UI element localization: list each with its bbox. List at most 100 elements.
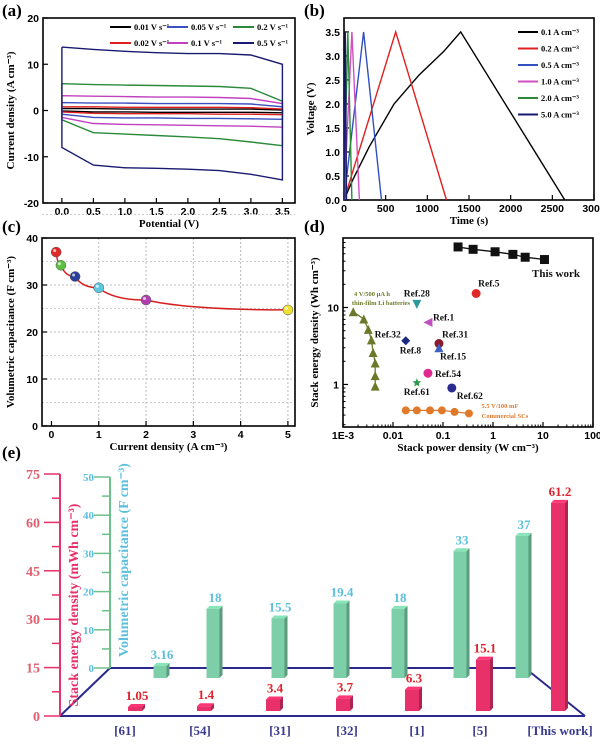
- this-work-point: [520, 252, 530, 262]
- legend-label: 0.01 V s⁻¹: [134, 22, 170, 32]
- capacitance-bar-label: 18: [394, 590, 408, 605]
- ref-label: Ref.32: [375, 331, 401, 341]
- capacitance-tick-label: 50: [83, 472, 95, 484]
- energy-bar-side: [350, 695, 353, 711]
- capacitance-bar-side: [219, 605, 223, 678]
- plot-frame: [342, 237, 594, 428]
- li-battery-point: [366, 335, 376, 345]
- energy-bar-top: [128, 704, 145, 707]
- y-tick-label: 1.0: [325, 147, 340, 159]
- ref-point: [447, 383, 457, 393]
- commercial-sc-label-1: 5.5 V/100 mF: [482, 403, 519, 410]
- category-label: [5]: [472, 723, 487, 738]
- x-tick-label: 3.5: [275, 206, 290, 218]
- capacitance-bar-label: 19.4: [331, 585, 354, 600]
- x-tick-label: 2000: [499, 203, 523, 215]
- energy-bar-side: [419, 686, 422, 711]
- legend-label: 0.05 V s⁻¹: [191, 22, 227, 32]
- y-axis-title: Current density (A cm⁻³): [5, 51, 17, 169]
- y-tick-label: 10: [27, 59, 39, 71]
- data-point: [69, 271, 81, 282]
- ref-point: [434, 343, 444, 353]
- li-battery-point: [370, 371, 380, 381]
- ref-label: Ref.62: [457, 392, 483, 402]
- y-tick-label: 10: [26, 374, 38, 386]
- capacitance-bar-top: [153, 662, 170, 666]
- capacitance-bar-label: 15.5: [269, 599, 292, 614]
- commercial-sc-point: [412, 406, 421, 415]
- energy-bar: [336, 698, 350, 711]
- li-battery-point: [368, 348, 378, 358]
- category-label: [61]: [114, 723, 136, 738]
- ref-label: Ref.61: [404, 388, 430, 398]
- x-tick-label: 10: [537, 430, 549, 442]
- energy-bar-label: 1.05: [126, 688, 149, 703]
- energy-tick-label: 60: [26, 516, 40, 531]
- energy-tick-label: 30: [26, 613, 40, 628]
- li-battery-point: [370, 358, 380, 368]
- energy-tick-label: 45: [26, 565, 40, 580]
- y-tick-label: -10: [24, 152, 39, 164]
- x-tick-label: 0.5: [86, 206, 101, 218]
- li-battery-point: [370, 381, 380, 391]
- legend-label: 0.1 V s⁻¹: [191, 38, 223, 48]
- y-axis-title: Stack energy density (Wh cm⁻³): [309, 257, 321, 408]
- data-point: [140, 294, 152, 306]
- y-axis-title: Voltage (V): [305, 82, 317, 135]
- capacitance-tick-label: 10: [83, 625, 95, 637]
- capacitance-bar-side: [284, 615, 288, 678]
- y-tick-label: 0.0: [325, 195, 340, 207]
- data-point: [50, 246, 62, 258]
- energy-bar-side: [142, 704, 145, 711]
- y-tick-label: 2.5: [325, 75, 340, 87]
- data-point: [93, 282, 104, 294]
- x-tick-label: 3: [190, 429, 196, 441]
- ref-label: Ref.8: [400, 347, 422, 357]
- capacitance-bar-label: 37: [518, 517, 532, 532]
- li-battery-point: [359, 314, 369, 324]
- left-depth-line: [59, 667, 111, 717]
- x-tick-label: 1.0: [118, 206, 133, 218]
- energy-bar: [551, 502, 565, 711]
- data-point: [55, 260, 67, 271]
- y-tick-label: 2.0: [325, 99, 340, 111]
- x-tick-label: 500: [377, 203, 395, 215]
- y-tick-label: 40: [26, 233, 38, 245]
- x-tick-label: 1: [96, 429, 102, 441]
- energy-bar-top: [551, 499, 568, 503]
- x-axis-title: Time (s): [450, 215, 489, 227]
- ref-label: Ref.54: [435, 370, 461, 380]
- data-point-highlight: [53, 249, 57, 253]
- capacitance-bar-side: [166, 662, 170, 678]
- li-battery-point: [348, 307, 358, 317]
- data-point-highlight: [143, 297, 147, 301]
- category-label: [This work]: [527, 723, 592, 738]
- y-tick-label: 20: [27, 13, 39, 25]
- commercial-sc-point: [426, 406, 435, 415]
- ref-label: Ref.31: [442, 331, 468, 341]
- energy-bar: [405, 689, 419, 711]
- capacitance-bar: [453, 551, 467, 678]
- this-work-label: This work: [532, 268, 581, 280]
- energy-bar-label: 3.4: [267, 680, 284, 695]
- this-work-point: [468, 244, 478, 254]
- y-tick-label: 3.5: [325, 27, 340, 39]
- ref-label: Ref.15: [440, 353, 466, 363]
- energy-tick-label: 0: [33, 710, 40, 725]
- category-label: [31]: [269, 723, 291, 738]
- cv-curve: [61, 101, 284, 121]
- legend-label: 0.2 V s⁻¹: [257, 22, 289, 32]
- y-tick-label: 0.5: [325, 171, 340, 183]
- ref-label: Ref.5: [478, 280, 500, 290]
- capacitance-tick-label: 30: [83, 548, 95, 560]
- y-tick-label: 1: [333, 379, 339, 391]
- x-tick-label: 100: [584, 430, 600, 442]
- commercial-sc-point: [450, 407, 459, 416]
- li-battery-point: [363, 324, 373, 334]
- energy-bar-side: [280, 696, 283, 711]
- category-label: [54]: [189, 723, 211, 738]
- energy-bar: [128, 707, 142, 711]
- legend-label: 5.0 A cm⁻³: [541, 110, 579, 120]
